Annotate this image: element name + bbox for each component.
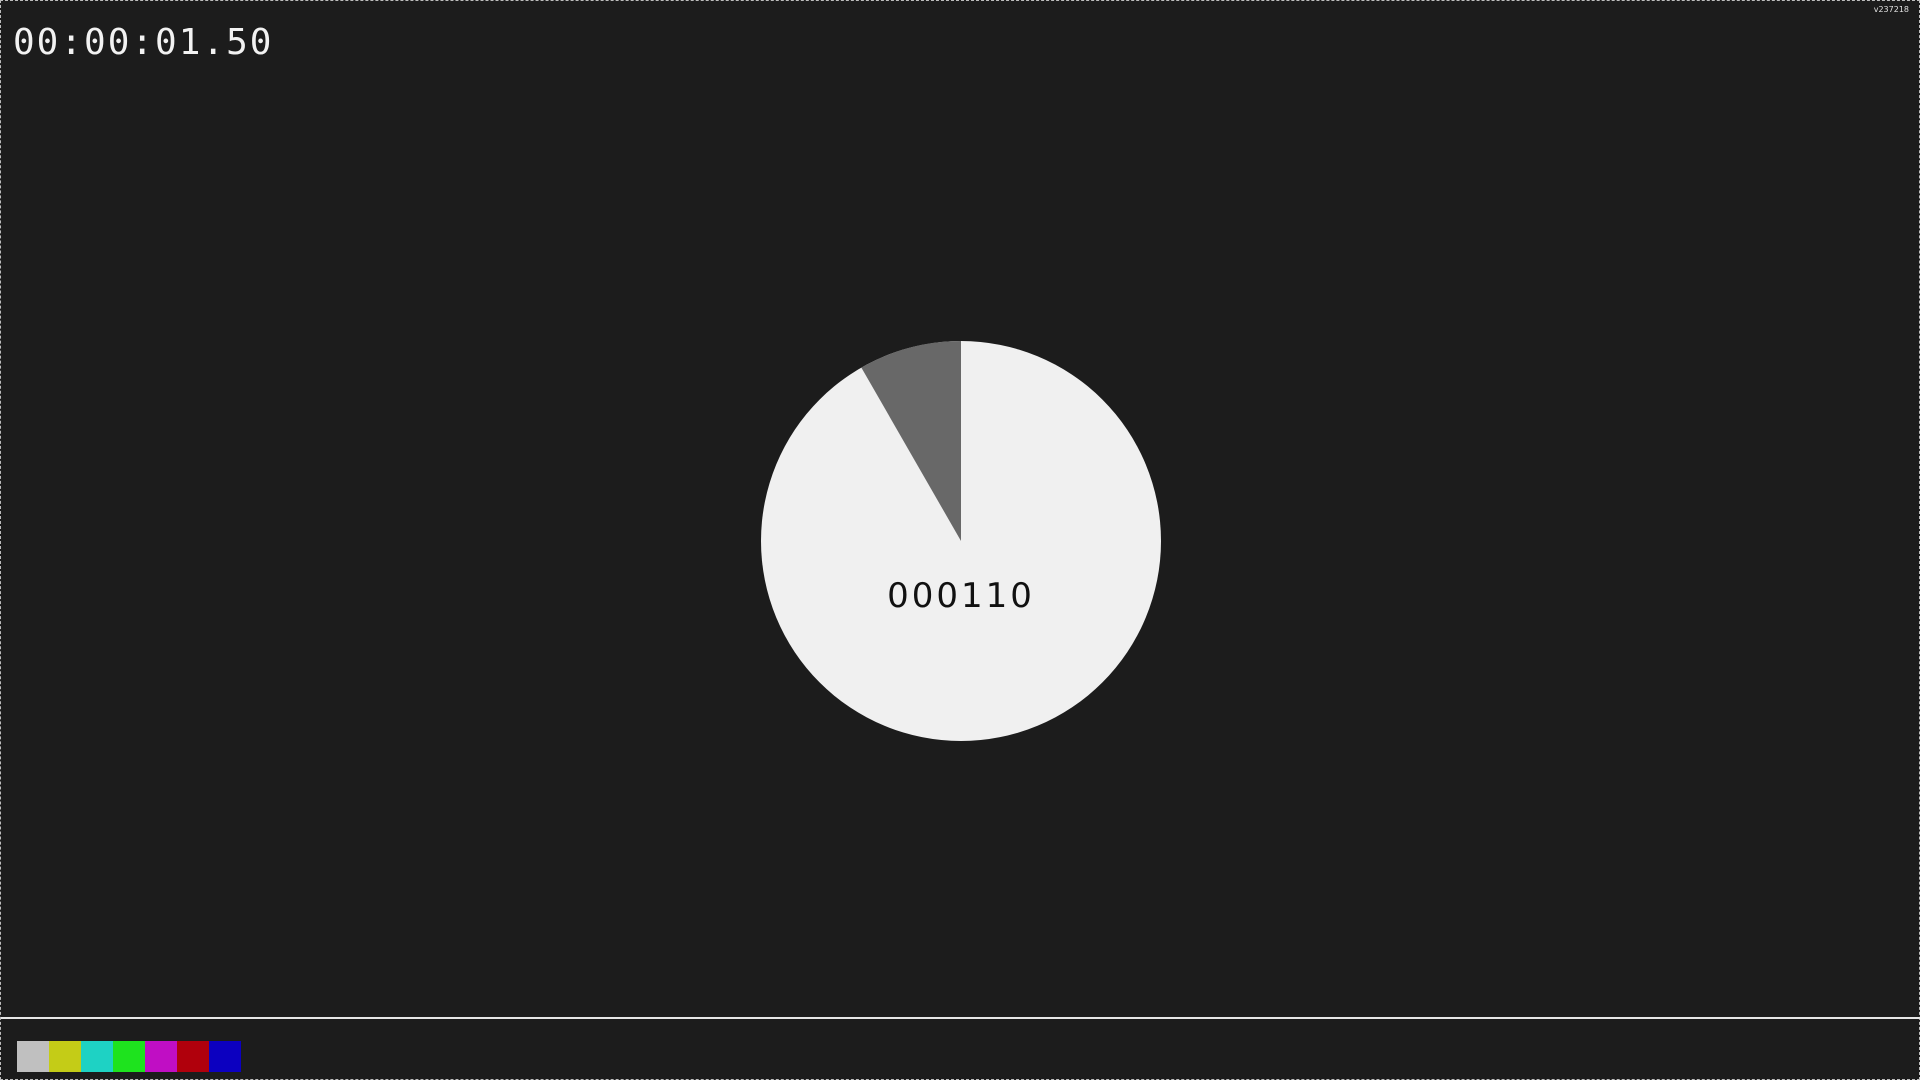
countdown-sweep-circle bbox=[761, 341, 1161, 741]
color-bar-green bbox=[113, 1041, 145, 1072]
timecode: 00:00:01.50 bbox=[13, 22, 274, 63]
color-bars bbox=[17, 1041, 241, 1072]
color-bar-cyan bbox=[81, 1041, 113, 1072]
color-bar-gray bbox=[17, 1041, 49, 1072]
color-bar-magenta bbox=[145, 1041, 177, 1072]
version-label: v237218 bbox=[1873, 5, 1909, 14]
frame-counter: 000110 bbox=[887, 576, 1035, 616]
divider-line bbox=[1, 1017, 1920, 1019]
sweep-remaining-wedge bbox=[861, 341, 961, 541]
color-bar-yellow bbox=[49, 1041, 81, 1072]
color-bar-blue bbox=[209, 1041, 241, 1072]
color-bar-red bbox=[177, 1041, 209, 1072]
